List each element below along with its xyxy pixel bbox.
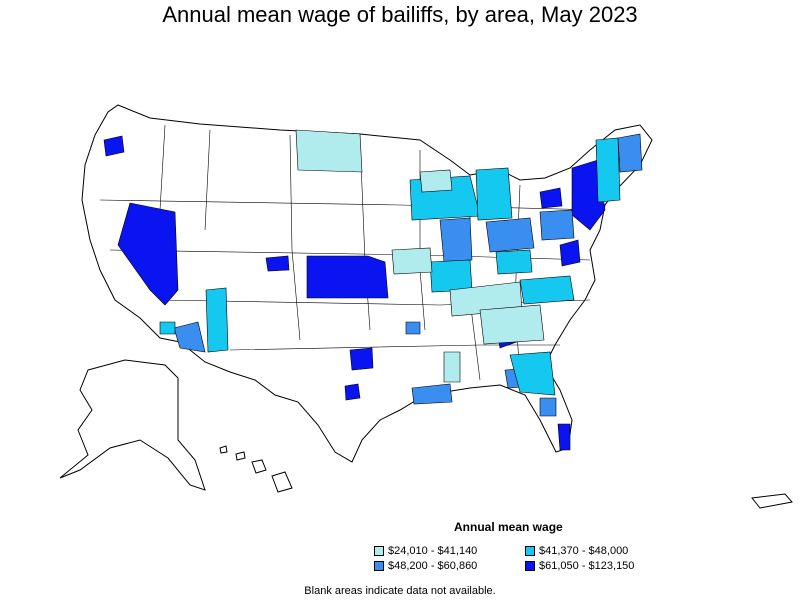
legend-swatch-3 [374,561,384,571]
map-title: Annual mean wage of bailiffs, by area, M… [162,2,638,27]
legend-title: Annual mean wage [454,520,563,534]
area-illinois [439,217,473,263]
legend-label-4: $61,050 - $123,150 [539,560,635,572]
area-carolina [519,275,575,305]
area-kansas [306,255,389,299]
area-portland [103,135,125,157]
area-new-england [595,137,621,203]
legend-item-3: $48,200 - $60,860 [374,560,477,572]
legend-item-2: $41,370 - $48,000 [525,545,628,557]
legend-swatch-4 [525,561,535,571]
legend-label-1: $24,010 - $41,140 [388,545,478,557]
area-sw-arizona [173,321,206,353]
area-oklahoma-city [349,347,374,371]
area-appalachia [479,304,545,345]
legend-label-2: $41,370 - $48,000 [539,545,629,557]
area-arizona-east [205,287,229,353]
puerto-rico-outline [751,493,793,509]
area-louisiana [411,383,453,405]
area-wisconsin [419,169,453,193]
legend-item-4: $61,050 - $123,150 [525,560,634,572]
legend-label-3: $48,200 - $60,860 [388,560,478,572]
blank-areas-note: Blank areas indicate data not available. [304,585,496,597]
area-tampa [539,397,557,417]
area-pennsylvania [539,209,575,241]
area-miami [557,423,571,451]
area-tn [405,321,421,335]
hawaii-islands [219,445,293,493]
area-florida [509,351,556,396]
area-maine [617,133,643,173]
alaska-outline [59,359,206,491]
area-north-dakota [295,129,363,173]
area-upstate-ny [539,187,563,209]
area-indiana [429,259,473,293]
area-mississippi [443,351,461,383]
area-austin [344,383,361,401]
area-dc [559,239,581,267]
area-michigan [475,167,513,221]
legend-swatch-2 [525,546,535,556]
shaded-areas [103,129,643,451]
area-nevada [117,202,179,306]
legend-swatch-1 [374,546,384,556]
area-ohio-valley [485,217,535,253]
legend-item-1: $24,010 - $41,140 [374,545,477,557]
area-west-virginia [495,249,533,275]
area-missouri [391,247,433,275]
area-colorado-metro [265,255,290,272]
area-arizona-south [159,321,176,335]
area-new-york [571,159,606,231]
